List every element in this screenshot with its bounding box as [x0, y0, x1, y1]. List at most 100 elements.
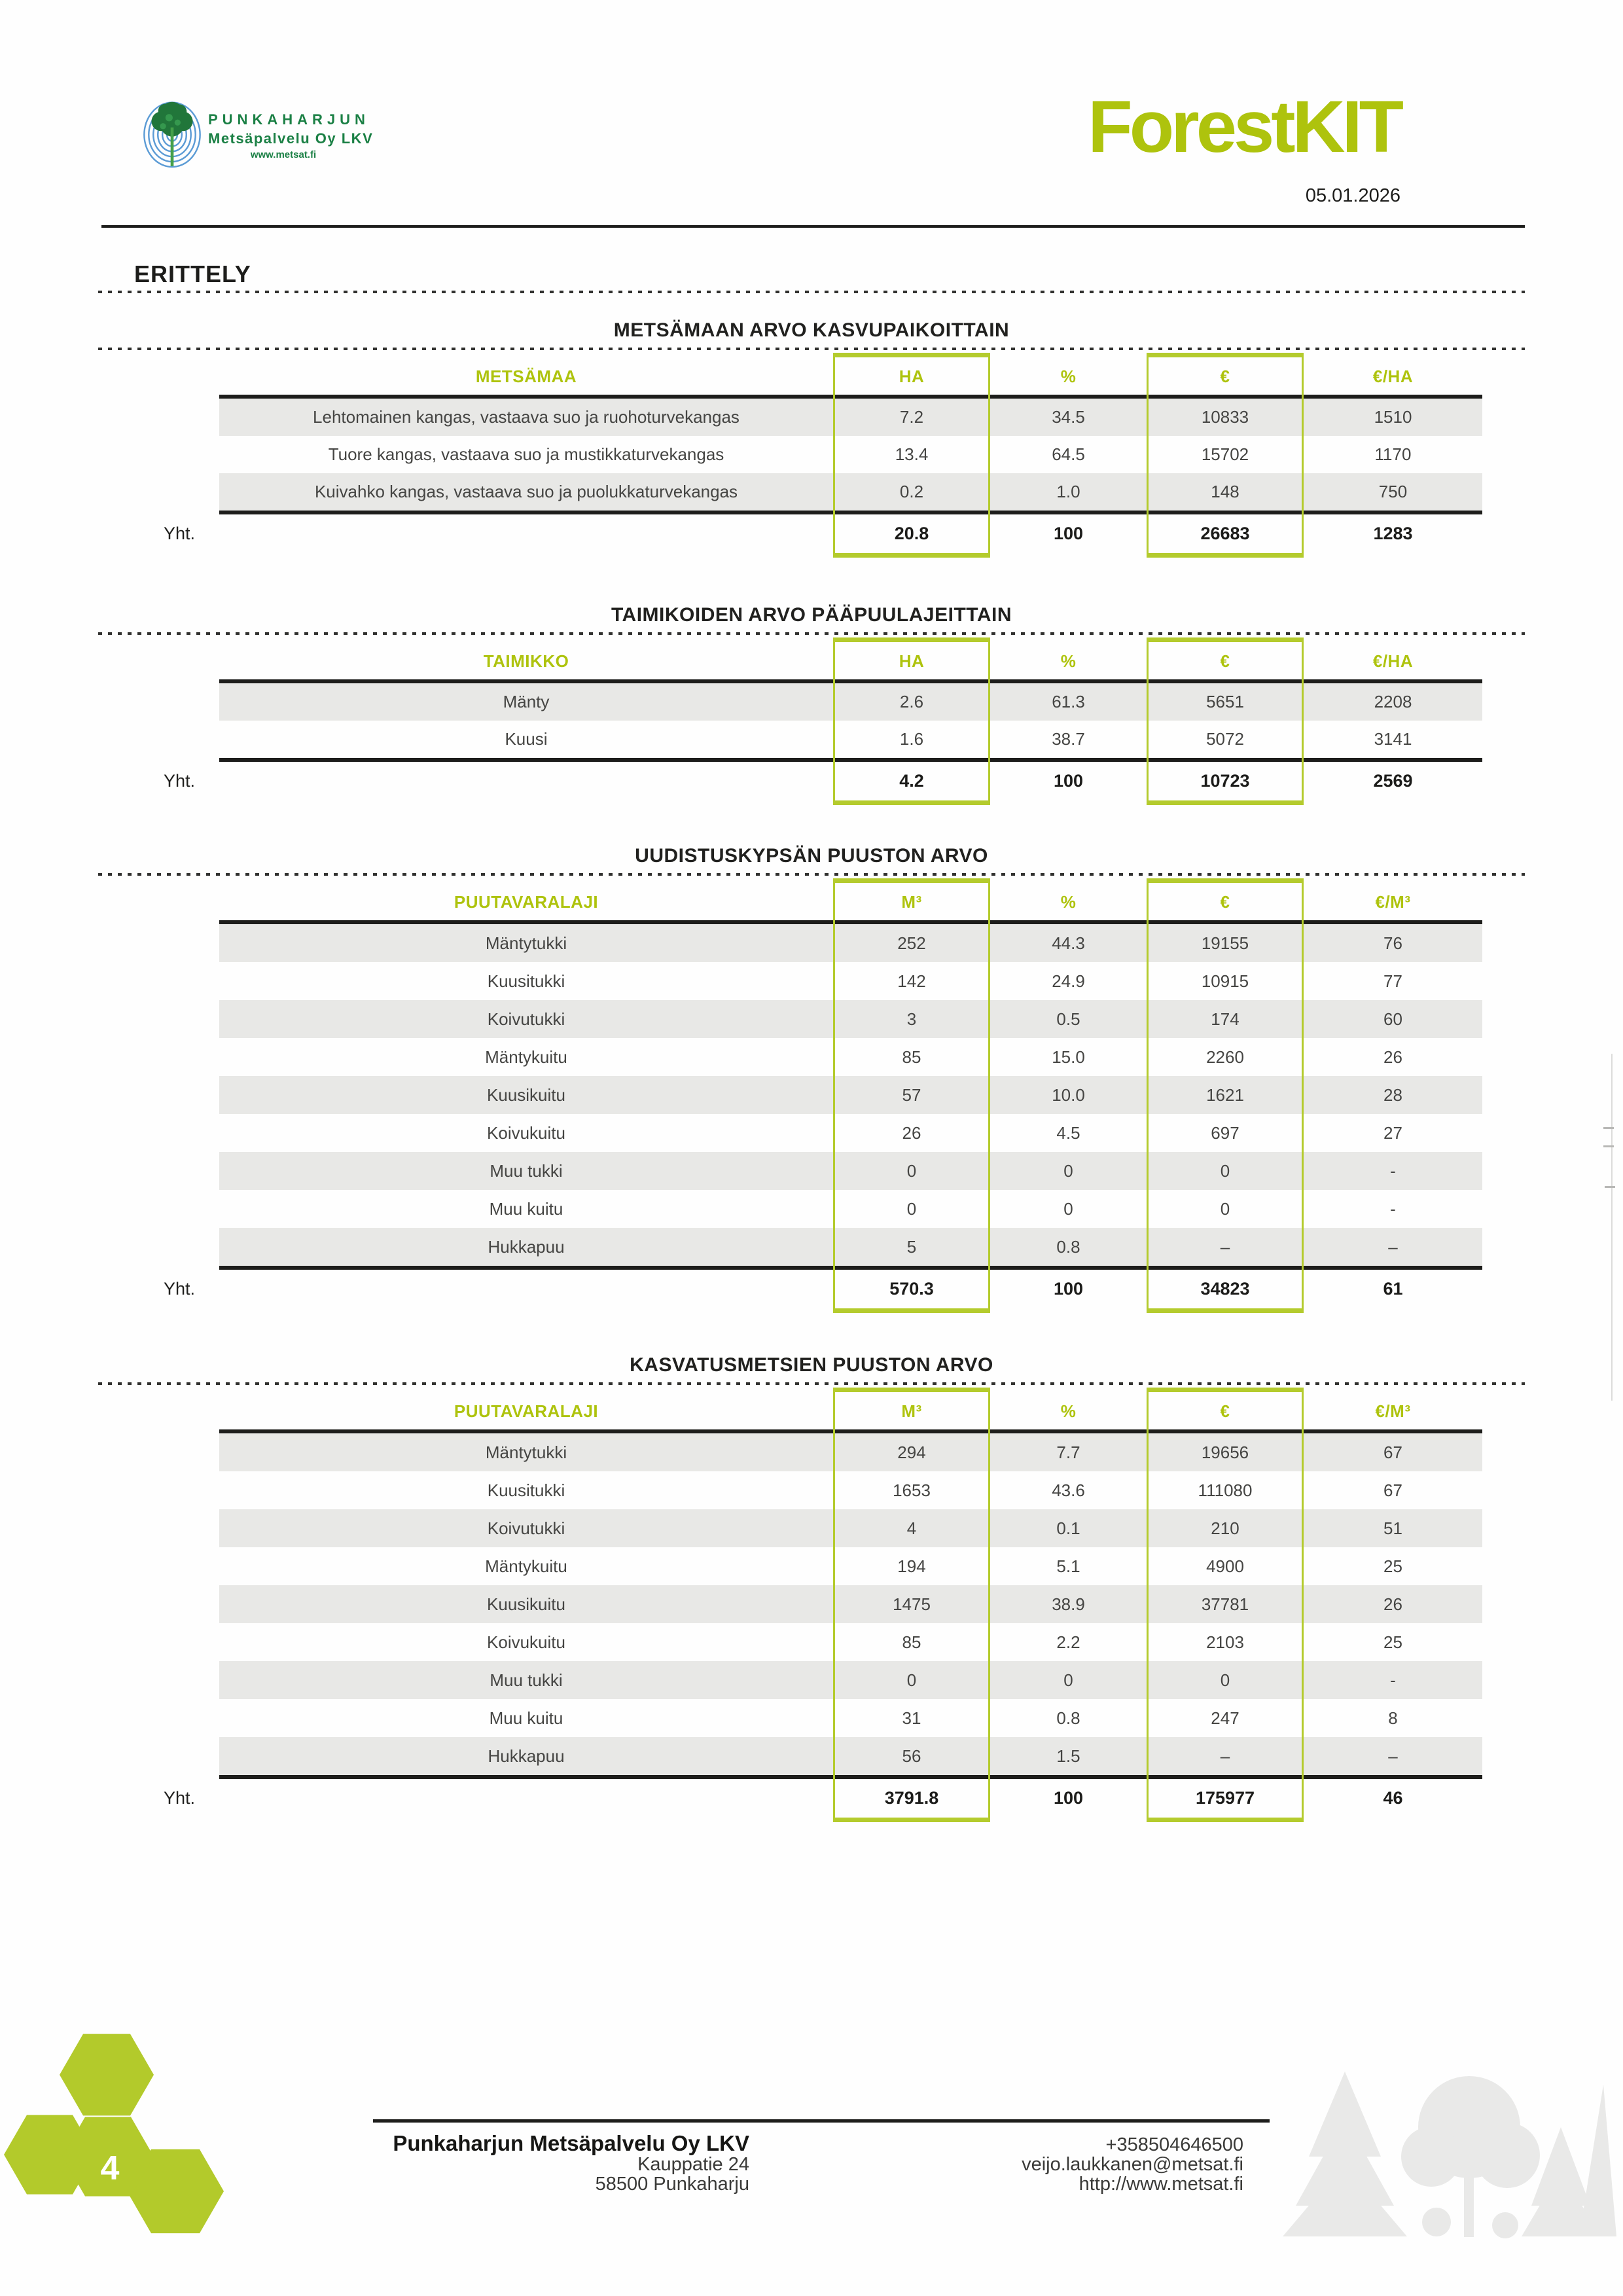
table-total-row: Yht. 570.3 100 34823 61 — [164, 1270, 1482, 1308]
forestkit-brand-logo: ForestKIT — [1088, 86, 1404, 168]
total-value: 175977 — [1195, 1787, 1255, 1808]
data-table: PUUTAVARALAJI M³% € €/M³ Mäntytukki 294 7.7 19… — [164, 1388, 1482, 1822]
cell: 0 — [1063, 1670, 1073, 1690]
cell: 27 — [1383, 1122, 1402, 1143]
cell: 5651 — [1206, 692, 1244, 711]
cell: 1653 — [893, 1480, 931, 1500]
cell: Hukkapuu — [488, 1236, 565, 1257]
total-value: 3791.8 — [884, 1787, 939, 1808]
cell: 67 — [1383, 1480, 1402, 1500]
footer-address-street: Kauppatie 24 — [637, 2154, 749, 2175]
table-row: Tuore kangas, vastaava suo ja mustikkatu… — [219, 436, 1482, 473]
section-metsamaa: METSÄMAAN ARVO KASVUPAIKOITTAIN METSÄMAA… — [98, 317, 1525, 558]
cell: - — [1390, 1160, 1396, 1181]
dotted-divider — [98, 348, 1525, 350]
cell: 0 — [1220, 1160, 1230, 1181]
section-kasvatusmetsat: KASVATUSMETSIEN PUUSTON ARVO PUUTAVARALA… — [98, 1352, 1525, 1822]
cell: 4 — [906, 1518, 917, 1538]
cell: Koivukuitu — [487, 1632, 565, 1652]
cell: 2.2 — [1056, 1632, 1080, 1652]
table-header-row: PUUTAVARALAJI M³% € €/M³ — [219, 1393, 1482, 1429]
cell: Kuusikuitu — [487, 1085, 565, 1105]
table-total-row: Yht. 20.8 100 26683 1283 — [164, 514, 1482, 552]
report-date: 05.01.2026 — [1305, 185, 1400, 206]
cell: 3 — [906, 1009, 917, 1029]
table-row: Kuusitukki 142 24.9 10915 77 — [219, 962, 1482, 1000]
footer-website: http://www.metsat.fi — [1079, 2174, 1243, 2195]
column-header: % — [1060, 366, 1077, 386]
data-table: PUUTAVARALAJI M³% € €/M³ Mäntytukki 252 44.3 1… — [164, 878, 1482, 1313]
cell: Muu tukki — [490, 1160, 563, 1181]
cell: 77 — [1383, 971, 1402, 991]
table-body: Mäntytukki 252 44.3 19155 76 Kuusitukki 142 24.… — [219, 924, 1482, 1266]
cell: 10.0 — [1052, 1085, 1085, 1105]
total-value: 100 — [1053, 1787, 1084, 1808]
table-row: Kuusikuitu 1475 38.9 37781 26 — [219, 1585, 1482, 1623]
column-header: TAIMIKKO — [483, 651, 569, 671]
column-header: M³ — [901, 1401, 922, 1421]
page-title: ERITTELY — [134, 260, 251, 287]
total-value: 2569 — [1373, 770, 1413, 791]
column-header: € — [1220, 366, 1230, 386]
table-row: Mäntytukki 294 7.7 19656 67 — [219, 1433, 1482, 1471]
cell: 10915 — [1201, 971, 1249, 991]
cell: 38.9 — [1052, 1594, 1085, 1614]
total-label: Yht. — [164, 1279, 196, 1299]
cell: 10833 — [1201, 407, 1249, 427]
table-header-row: PUUTAVARALAJI M³% € €/M³ — [219, 884, 1482, 920]
cell: 1.6 — [899, 729, 924, 749]
cell: 1475 — [893, 1594, 931, 1614]
cell: 750 — [1378, 482, 1408, 501]
cell: 25 — [1383, 1556, 1402, 1576]
table-header-row: METSÄMAA HA% € €/HA — [219, 358, 1482, 395]
table-row: Koivukuitu 26 4.5 697 27 — [219, 1114, 1482, 1152]
cell: 57 — [902, 1085, 921, 1105]
total-value: 1283 — [1373, 523, 1413, 543]
table-row: Kuivahko kangas, vastaava suo ja puolukk… — [219, 473, 1482, 511]
cell: 60 — [1383, 1009, 1402, 1029]
table-rule-top — [219, 1429, 1482, 1433]
column-header: € — [1220, 651, 1230, 671]
cell: – — [1388, 1746, 1398, 1766]
cell: 3141 — [1374, 729, 1412, 749]
table-body: Lehtomainen kangas, vastaava suo ja ruoh… — [219, 399, 1482, 511]
cell: 148 — [1211, 482, 1240, 501]
cell: 7.2 — [899, 407, 924, 427]
column-header: PUUTAVARALAJI — [454, 1401, 599, 1421]
footer-address-city: 58500 Punkaharju — [595, 2174, 749, 2195]
cell: Koivutukki — [487, 1009, 565, 1029]
footer-company-block: Punkaharjun Metsäpalvelu Oy LKV Kauppati… — [393, 2132, 749, 2195]
cell: 15702 — [1201, 444, 1249, 464]
cell: - — [1390, 1198, 1396, 1219]
total-value: 61 — [1383, 1278, 1403, 1299]
cell: 85 — [902, 1047, 921, 1067]
cell: 38.7 — [1052, 729, 1085, 749]
table-rule-top — [219, 395, 1482, 399]
cell: 13.4 — [895, 444, 929, 464]
highlight-box-m3-column — [833, 1388, 990, 1822]
forest-watermark — [1283, 2072, 1616, 2238]
total-value: 100 — [1053, 770, 1084, 791]
cell: 2.6 — [899, 692, 924, 711]
column-header: €/HA — [1372, 651, 1414, 671]
cell: 67 — [1383, 1442, 1402, 1462]
cell: Kuusikuitu — [487, 1594, 565, 1614]
cell: 0.2 — [899, 482, 924, 501]
cell: 76 — [1383, 933, 1402, 953]
table-header-row: TAIMIKKO HA% € €/HA — [219, 643, 1482, 679]
total-label: Yht. — [164, 1788, 196, 1808]
table-rule-bottom — [219, 1775, 1482, 1779]
table-row: Koivutukki 4 0.1 210 51 — [219, 1509, 1482, 1547]
dotted-divider — [98, 1382, 1525, 1385]
cell: 247 — [1211, 1708, 1240, 1728]
total-value: 46 — [1383, 1787, 1403, 1808]
table-row: Muu tukki 0 0 0 - — [219, 1661, 1482, 1699]
footer-contact-block: +358504646500 veijo.laukkanen@metsat.fi … — [1022, 2135, 1243, 2194]
cell: 0 — [1063, 1160, 1073, 1181]
table-row: Mänty 2.6 61.3 5651 2208 — [219, 683, 1482, 721]
scan-artifact-tick — [1605, 1186, 1615, 1188]
table-rule-bottom — [219, 1266, 1482, 1270]
cell: 142 — [897, 971, 926, 991]
cell: 61.3 — [1052, 692, 1085, 711]
total-value: 4.2 — [899, 770, 924, 791]
